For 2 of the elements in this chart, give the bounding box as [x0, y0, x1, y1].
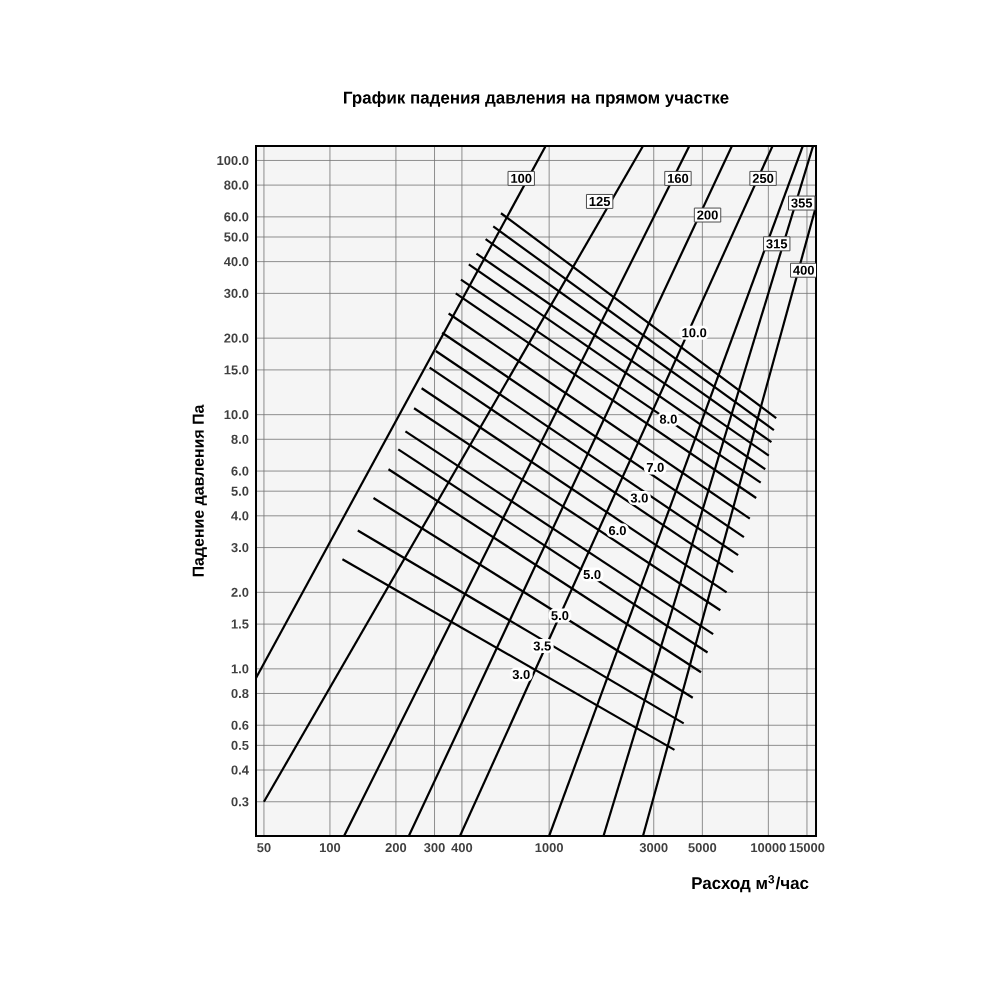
chart-title: График падения давления на прямом участке	[344, 91, 729, 107]
x-axis-title: Расход м$^{3}$/час	[692, 875, 809, 893]
